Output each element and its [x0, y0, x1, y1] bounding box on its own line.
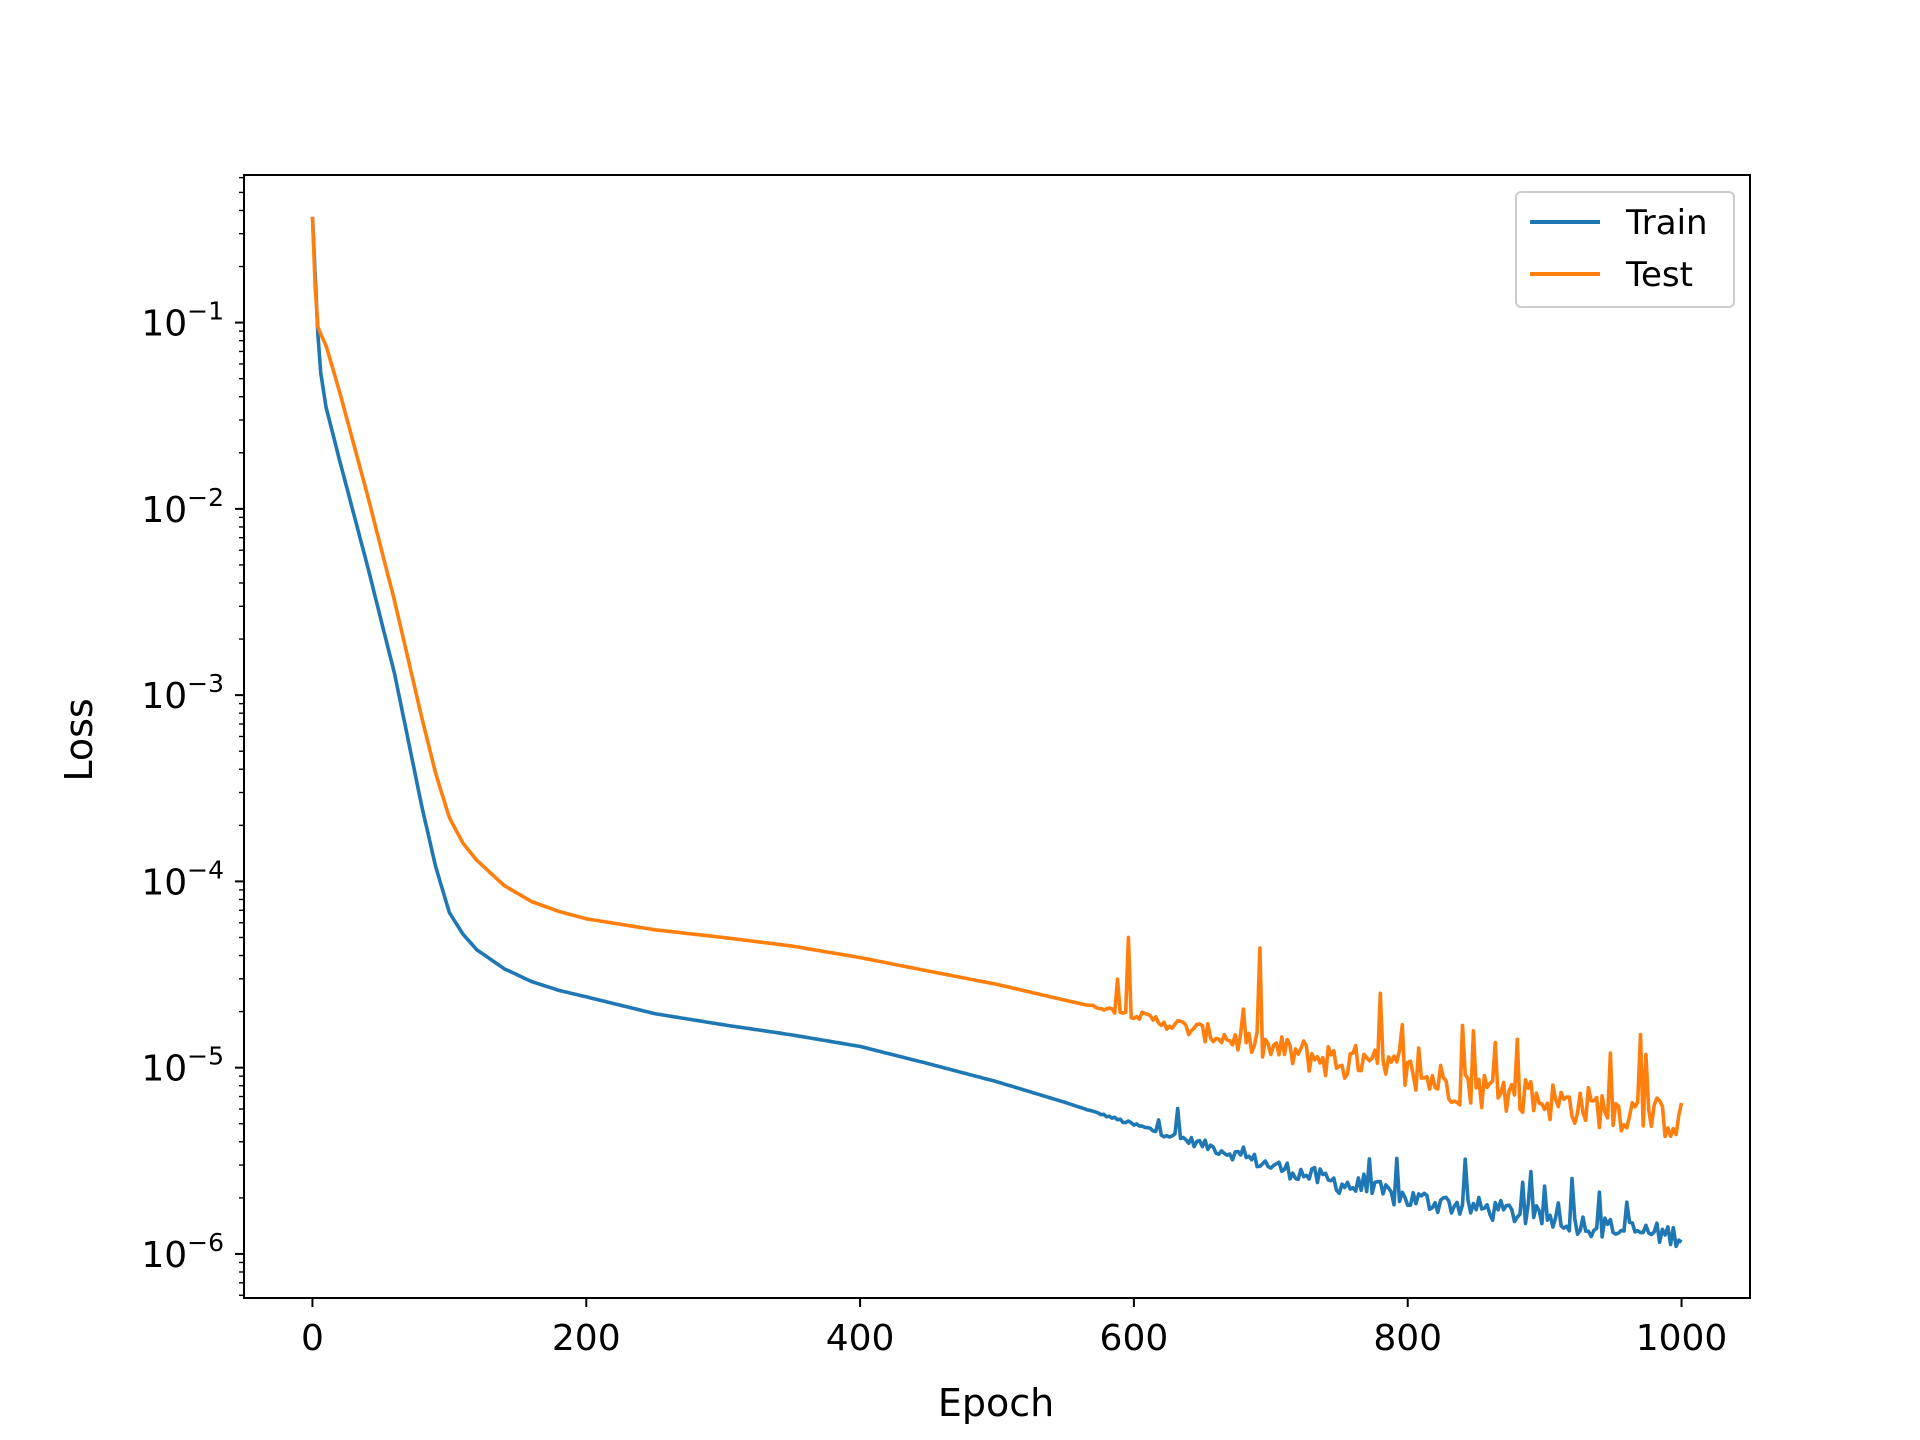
- x-tick-label: 0: [301, 1318, 324, 1359]
- series-line-train: [310, 216, 1683, 1249]
- x-tick-label: 800: [1373, 1318, 1442, 1359]
- y-tick-label: 10−5: [141, 1042, 224, 1090]
- y-tick-label: 10−4: [141, 855, 224, 903]
- y-tick-label: 10−6: [141, 1228, 224, 1276]
- x-tick-label: 1000: [1636, 1318, 1728, 1359]
- x-axis-label: Epoch: [938, 1381, 1054, 1425]
- plot-lines: [310, 216, 1684, 1249]
- x-tick-label: 600: [1100, 1318, 1169, 1359]
- x-tick-label: 200: [552, 1318, 621, 1359]
- y-axis-ticks: 10−1 10−2 10−3 10−4 10−5 10−6: [141, 176, 244, 1296]
- x-tick-label: 400: [826, 1318, 895, 1359]
- y-tick-label: 10−1: [141, 297, 224, 345]
- series-line-test: [310, 216, 1684, 1139]
- y-tick-label: 10−2: [141, 483, 224, 531]
- y-tick-label: 10−3: [141, 669, 224, 717]
- legend-label-train: Train: [1625, 203, 1708, 243]
- legend-label-test: Test: [1625, 255, 1693, 295]
- y-axis-label: Loss: [57, 698, 101, 781]
- x-axis-ticks: 0 200 400 600 800 1000: [301, 1298, 1727, 1359]
- legend: Train Test: [1515, 191, 1735, 308]
